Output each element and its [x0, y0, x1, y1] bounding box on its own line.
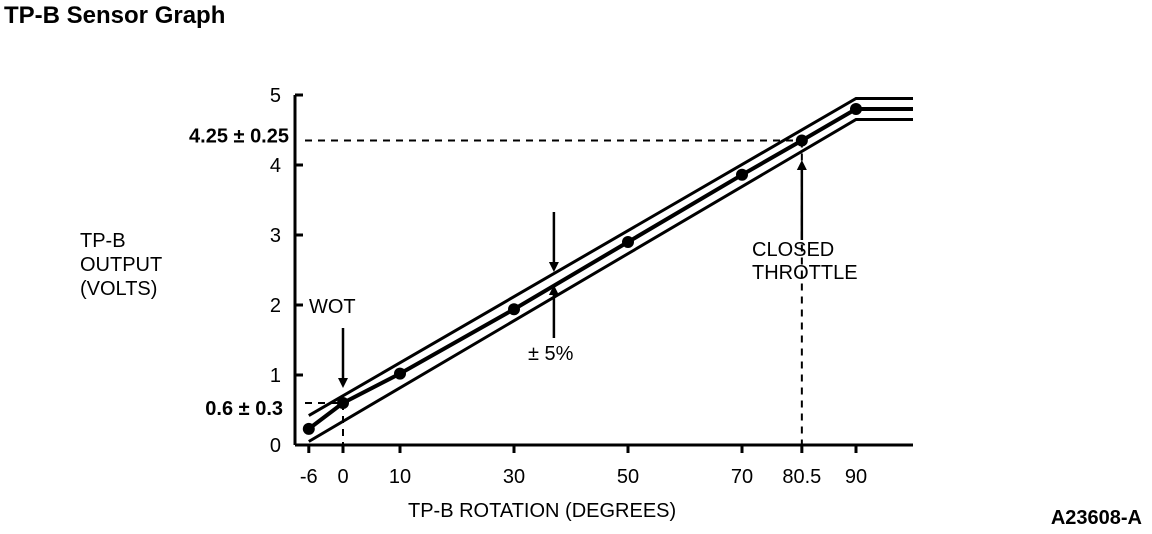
y-tick-label: 3 — [270, 225, 281, 247]
y-tick-label: 5 — [270, 85, 281, 107]
wot-arrow — [338, 328, 348, 388]
arrow-head — [796, 160, 807, 170]
x-tick-label: 70 — [731, 466, 753, 488]
chart-text: 0 1 2 3 4 5 -6 0 10 30 50 70 80.5 90 TP-B ROTATION (DE… — [80, 85, 867, 522]
series-lower — [308, 118, 913, 443]
tolerance-arrow-down — [548, 212, 559, 272]
y-tick-label: 0 — [270, 435, 281, 457]
reference-lines — [305, 139, 803, 445]
series-upper — [308, 97, 913, 417]
closed-throttle-arrow — [796, 160, 807, 240]
data-point — [850, 103, 862, 115]
figure-id: A23608-A — [1050, 507, 1142, 529]
data-point — [337, 397, 349, 409]
data-point — [622, 236, 634, 248]
arrow-head — [338, 378, 348, 388]
page-title: TP-B Sensor Graph — [4, 2, 226, 29]
x-axis-title: TP-B ROTATION (DEGREES) — [408, 500, 676, 522]
reference-label-wot: 0.6 ± 0.3 — [205, 398, 283, 420]
y-axis-title-line: (VOLTS) — [80, 278, 157, 300]
x-tick-label: 0 — [337, 466, 348, 488]
data-point — [508, 303, 520, 316]
annotation-closed-throttle-line: CLOSED — [752, 239, 834, 261]
data-point — [795, 134, 808, 147]
x-tick-label: 50 — [617, 466, 639, 488]
arrow-head — [548, 262, 559, 272]
y-axis-title-line: OUTPUT — [80, 254, 162, 276]
x-tick-label: 80.5 — [782, 466, 821, 488]
x-tick-label: 10 — [389, 466, 411, 488]
y-axis-title-line: TP-B — [80, 230, 126, 252]
arrow-head — [548, 285, 559, 295]
tolerance-arrow-up — [548, 285, 559, 338]
axes — [293, 93, 913, 453]
y-tick-label: 1 — [270, 365, 281, 387]
y-tick-label: 2 — [270, 295, 281, 317]
data-point — [736, 168, 748, 181]
y-tick-label: 4 — [270, 155, 281, 177]
reference-label-closed: 4.25 ± 0.25 — [189, 126, 289, 148]
x-tick-label: 90 — [845, 466, 867, 488]
annotation-closed-throttle-line: THROTTLE — [752, 262, 858, 284]
data-markers — [302, 103, 862, 435]
data-point — [302, 422, 315, 435]
data-point — [394, 367, 406, 380]
x-tick-label: -6 — [300, 466, 318, 488]
annotation-wot: WOT — [309, 296, 356, 318]
x-tick-label: 30 — [503, 466, 525, 488]
annotation-tolerance: ± 5% — [528, 343, 574, 365]
